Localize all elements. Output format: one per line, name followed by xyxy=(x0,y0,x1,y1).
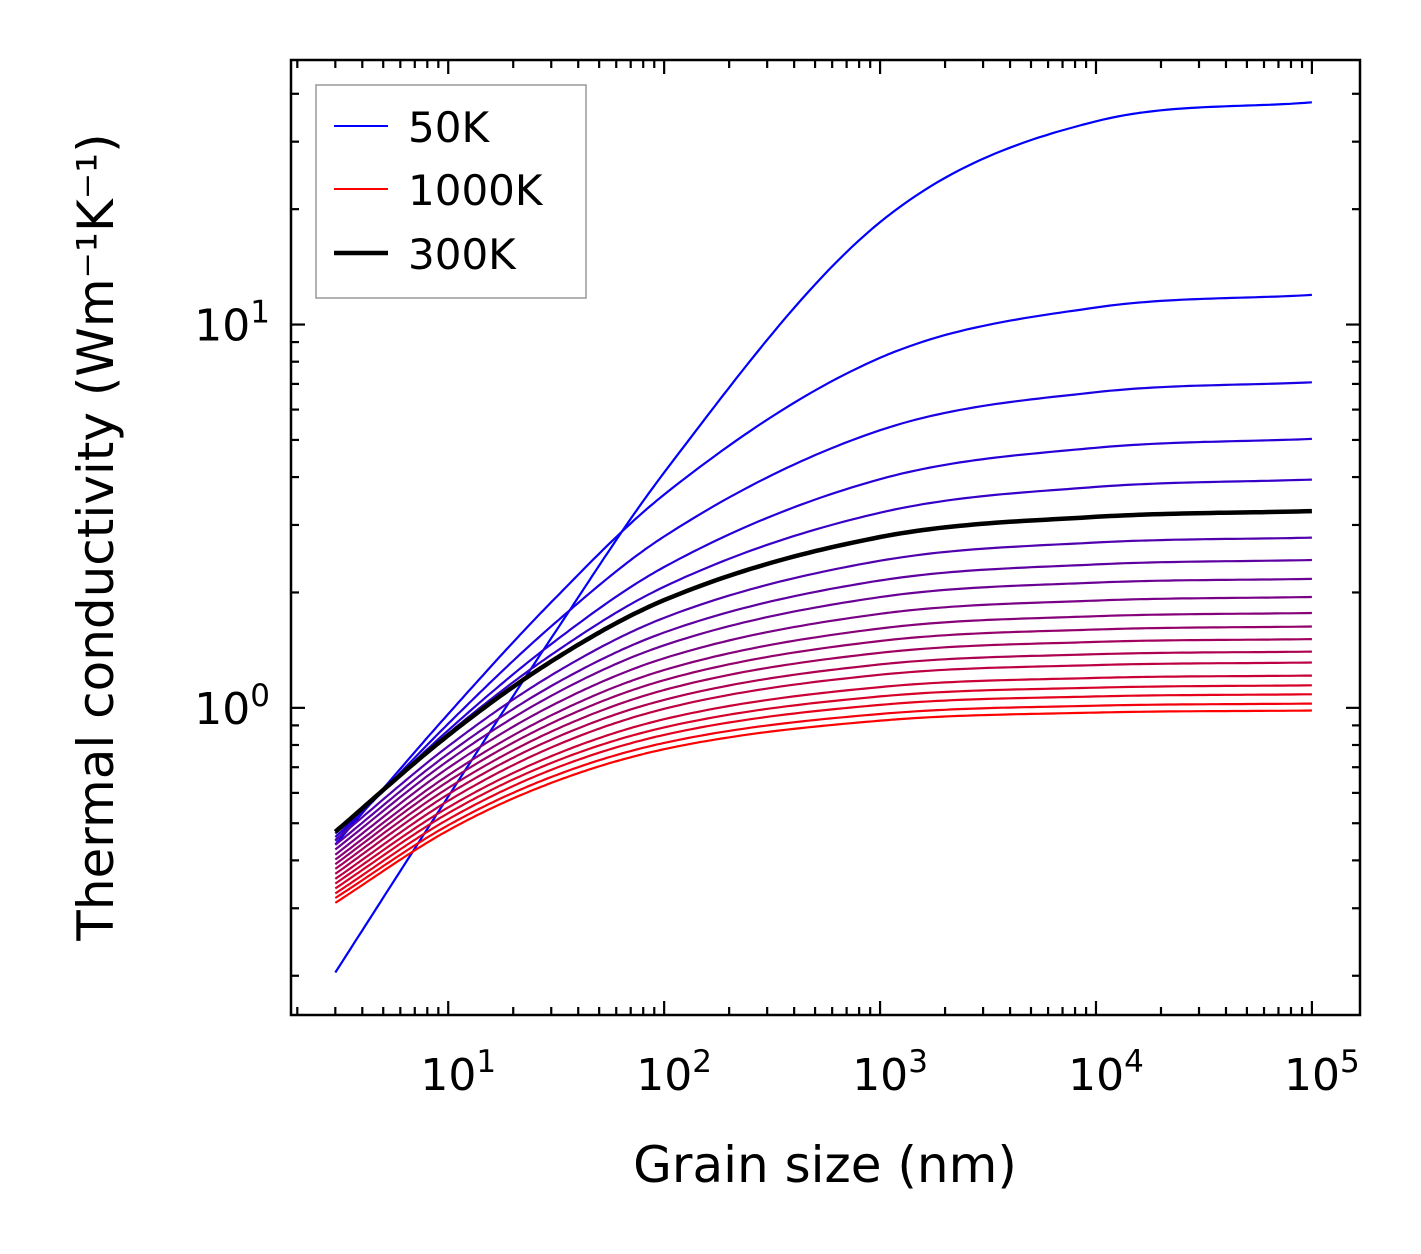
series-lines xyxy=(333,101,1312,974)
series-line-500k xyxy=(334,595,1312,856)
series-line-1000k xyxy=(334,709,1312,904)
x-tick-label: 104 xyxy=(1068,1044,1144,1101)
series-line-850k xyxy=(334,684,1312,890)
series-line-900k xyxy=(334,693,1312,895)
series-line-650k xyxy=(334,638,1312,870)
series-line-350k xyxy=(334,536,1312,841)
x-tick-label: 103 xyxy=(852,1044,928,1101)
axis-ticks xyxy=(291,60,1360,1015)
x-tick-label: 105 xyxy=(1284,1044,1360,1101)
x-tick-label: 102 xyxy=(636,1044,712,1101)
series-line-800k xyxy=(334,674,1312,885)
series-line-300k xyxy=(333,508,1312,834)
legend-frame xyxy=(315,84,587,299)
y-axis-label: Thermal conductivity (Wm⁻¹K⁻¹) xyxy=(67,133,125,941)
plot-frame xyxy=(289,58,1362,1017)
series-line-750k xyxy=(334,661,1312,880)
legend-label-1000k: 1000K xyxy=(408,166,544,215)
series-line-950k xyxy=(334,702,1312,899)
series-line-50k xyxy=(334,101,1312,974)
series-line-150k xyxy=(334,381,1312,842)
x-tick-label: 101 xyxy=(420,1044,496,1101)
legend-label-50k: 50K xyxy=(408,103,490,152)
series-line-550k xyxy=(334,611,1312,861)
tick-labels: 101 102 103 104 105 100 101 xyxy=(194,295,1360,1101)
series-line-400k xyxy=(334,558,1312,846)
series-line-450k xyxy=(334,577,1312,851)
x-axis-label: Grain size (nm) xyxy=(633,1136,1017,1194)
series-line-200k xyxy=(334,437,1312,838)
series-line-600k xyxy=(334,625,1312,866)
y-tick-label: 100 xyxy=(194,678,270,735)
series-line-700k xyxy=(334,650,1312,875)
legend: 50K 1000K 300K xyxy=(315,84,587,299)
series-line-100k xyxy=(334,293,1312,846)
y-tick-label: 101 xyxy=(194,295,270,352)
legend-label-300k: 300K xyxy=(408,230,517,279)
